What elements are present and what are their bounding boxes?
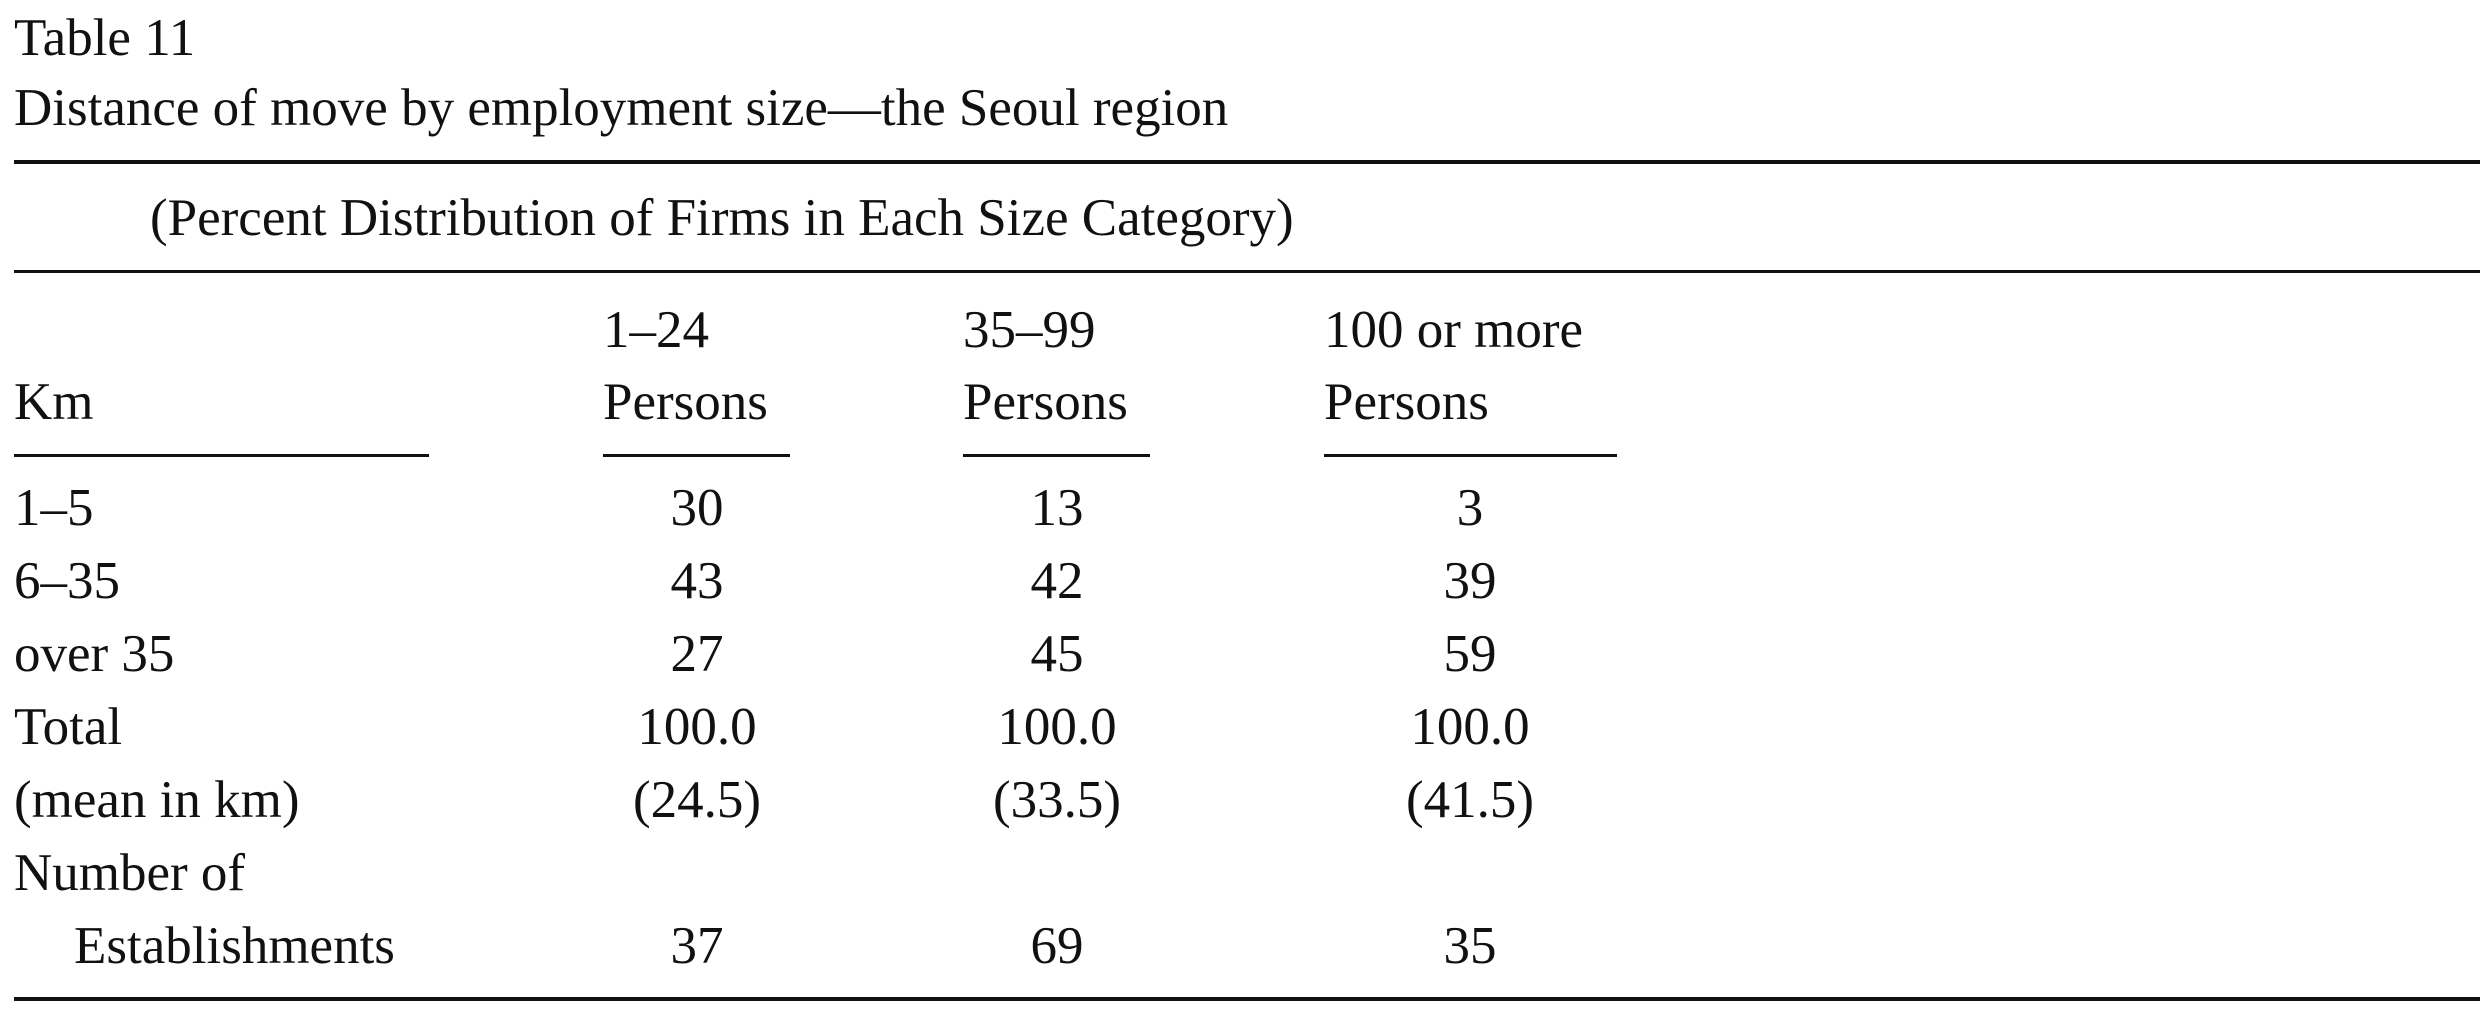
row-label-continuation: Establishments: [74, 917, 395, 975]
row-label: 6–35: [14, 552, 120, 610]
table-cell: 45: [1030, 625, 1084, 683]
stub-header: Km: [14, 373, 94, 431]
table-cell: 13: [1030, 479, 1084, 537]
table-cell: (33.5): [992, 771, 1122, 829]
table-cell: (24.5): [632, 771, 762, 829]
table-cell: 69: [1030, 917, 1084, 975]
table-subtitle: (Percent Distribution of Firms in Each S…: [150, 189, 1294, 247]
row-label: Number of: [14, 844, 246, 902]
table-cell: 30: [670, 479, 724, 537]
column-header-1-underline: [603, 454, 790, 457]
table-cell: 100.0: [637, 698, 757, 756]
table-cell: (41.5): [1405, 771, 1535, 829]
row-label: 1–5: [14, 479, 94, 537]
row-label: (mean in km): [14, 771, 300, 829]
table-cell: 39: [1443, 552, 1497, 610]
table-cell: 37: [670, 917, 724, 975]
row-label: over 35: [14, 625, 175, 683]
column-header-1-line-2: Persons: [603, 373, 768, 431]
table-cell: 27: [670, 625, 724, 683]
row-label: Total: [14, 698, 123, 756]
table-cell: 35: [1443, 917, 1497, 975]
table-cell: 59: [1443, 625, 1497, 683]
column-header-3-line-1: 100 or more: [1324, 301, 1584, 359]
column-header-1-line-1: 1–24: [603, 301, 709, 359]
column-header-3-line-2: Persons: [1324, 373, 1489, 431]
bottom-rule: [14, 997, 2480, 1001]
table-cell: 3: [1456, 479, 1484, 537]
table-number: Table 11: [14, 9, 196, 67]
column-header-2-underline: [963, 454, 1150, 457]
column-header-2-line-1: 35–99: [963, 301, 1096, 359]
table-cell: 100.0: [1410, 698, 1530, 756]
column-header-3-underline: [1324, 454, 1617, 457]
table-caption: Distance of move by employment size—the …: [14, 79, 1229, 137]
stub-header-underline: [14, 454, 429, 457]
table-cell: 43: [670, 552, 724, 610]
column-header-2-line-2: Persons: [963, 373, 1128, 431]
top-rule: [14, 160, 2480, 164]
table-cell: 42: [1030, 552, 1084, 610]
header-rule: [14, 270, 2480, 273]
table-cell: 100.0: [997, 698, 1117, 756]
